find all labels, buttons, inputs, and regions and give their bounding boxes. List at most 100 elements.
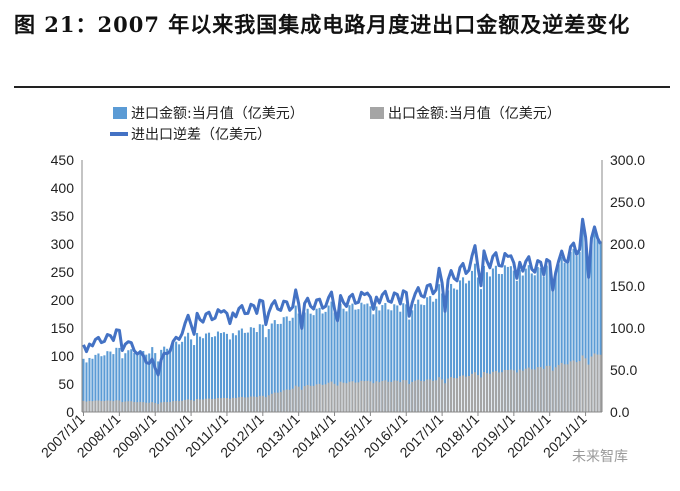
- import-bar: [464, 283, 468, 412]
- export-bar: [557, 364, 560, 412]
- export-bar: [432, 380, 435, 412]
- import-bar: [509, 266, 512, 412]
- import-bar: [127, 350, 130, 412]
- export-bar: [539, 367, 542, 412]
- import-bar: [324, 311, 327, 412]
- import-bar: [270, 323, 273, 412]
- import-bar: [396, 305, 399, 412]
- import-bar: [145, 354, 148, 412]
- export-bar: [429, 379, 432, 412]
- export-bar: [587, 364, 590, 412]
- export-bar: [133, 401, 136, 412]
- export-bar: [207, 398, 211, 412]
- import-bar: [157, 361, 160, 412]
- import-bar: [288, 320, 291, 412]
- export-bar: [178, 401, 181, 412]
- import-bar: [426, 297, 429, 412]
- export-bar: [470, 373, 474, 412]
- import-bar: [599, 241, 602, 412]
- export-bar: [88, 400, 91, 412]
- import-bar: [494, 265, 497, 412]
- export-bar: [518, 369, 521, 412]
- export-bar: [569, 361, 572, 412]
- import-bar: [231, 333, 234, 412]
- import-bar: [354, 309, 357, 412]
- import-bar: [432, 301, 435, 412]
- export-bar: [201, 399, 205, 412]
- import-bar: [479, 289, 483, 412]
- export-bar: [387, 381, 390, 412]
- import-bar: [261, 324, 264, 412]
- import-bar: [216, 331, 220, 412]
- import-bar: [291, 317, 294, 412]
- import-bar: [252, 327, 255, 412]
- bars-layer: [82, 230, 602, 412]
- export-bar: [288, 389, 291, 412]
- deficit-line-layer: [82, 217, 602, 377]
- export-bar: [575, 362, 578, 412]
- import-bar: [420, 304, 423, 412]
- import-bar: [590, 240, 593, 412]
- export-bar: [94, 400, 97, 412]
- import-bar: [482, 265, 485, 412]
- export-bar: [441, 379, 444, 412]
- export-bar: [384, 380, 387, 412]
- export-bar: [447, 378, 450, 412]
- import-bar: [414, 304, 417, 412]
- export-bar: [444, 383, 447, 412]
- import-bar: [91, 358, 94, 412]
- export-bar: [196, 399, 199, 412]
- export-bar: [130, 401, 133, 412]
- export-bar: [473, 372, 477, 412]
- import-bar: [163, 346, 166, 412]
- import-bar: [527, 265, 530, 412]
- export-bar: [267, 395, 270, 412]
- export-bar: [193, 400, 196, 412]
- import-bar: [515, 280, 518, 412]
- export-bar: [97, 400, 100, 412]
- y-left-tick-label: 250: [51, 264, 75, 280]
- export-bar: [360, 380, 363, 412]
- import-bar: [264, 337, 267, 412]
- import-bar: [393, 304, 396, 412]
- export-bar: [181, 400, 184, 412]
- export-bar: [213, 398, 217, 412]
- import-bar: [459, 280, 462, 412]
- export-bar: [378, 382, 381, 412]
- export-bar: [542, 368, 545, 412]
- import-bar: [467, 280, 471, 412]
- import-bar: [539, 267, 542, 412]
- export-bar: [333, 383, 336, 412]
- import-bar: [557, 264, 560, 412]
- export-bar: [109, 400, 112, 412]
- import-bar: [438, 284, 441, 412]
- import-bar: [372, 314, 375, 412]
- import-bar: [136, 353, 139, 412]
- import-bar: [473, 263, 477, 412]
- export-bar: [593, 353, 596, 412]
- export-bar: [461, 375, 465, 412]
- export-bar: [393, 380, 396, 412]
- import-bar: [85, 362, 88, 412]
- import-bar: [118, 347, 121, 412]
- import-bar: [309, 313, 312, 412]
- import-bar: [237, 330, 240, 412]
- export-bar: [187, 399, 190, 412]
- export-bar: [423, 381, 426, 412]
- export-bar: [336, 385, 339, 412]
- export-bar: [327, 382, 330, 412]
- import-bar: [596, 238, 599, 412]
- export-bar: [145, 402, 148, 412]
- import-bar: [348, 305, 351, 412]
- export-bar: [506, 370, 509, 412]
- export-bar: [139, 401, 142, 412]
- export-bar: [357, 382, 360, 412]
- export-bar: [581, 355, 584, 412]
- import-bar: [160, 349, 163, 412]
- import-bar: [219, 333, 223, 412]
- import-bar: [524, 268, 527, 412]
- import-bar: [584, 242, 587, 412]
- export-bar: [276, 392, 279, 412]
- import-bar: [306, 308, 309, 412]
